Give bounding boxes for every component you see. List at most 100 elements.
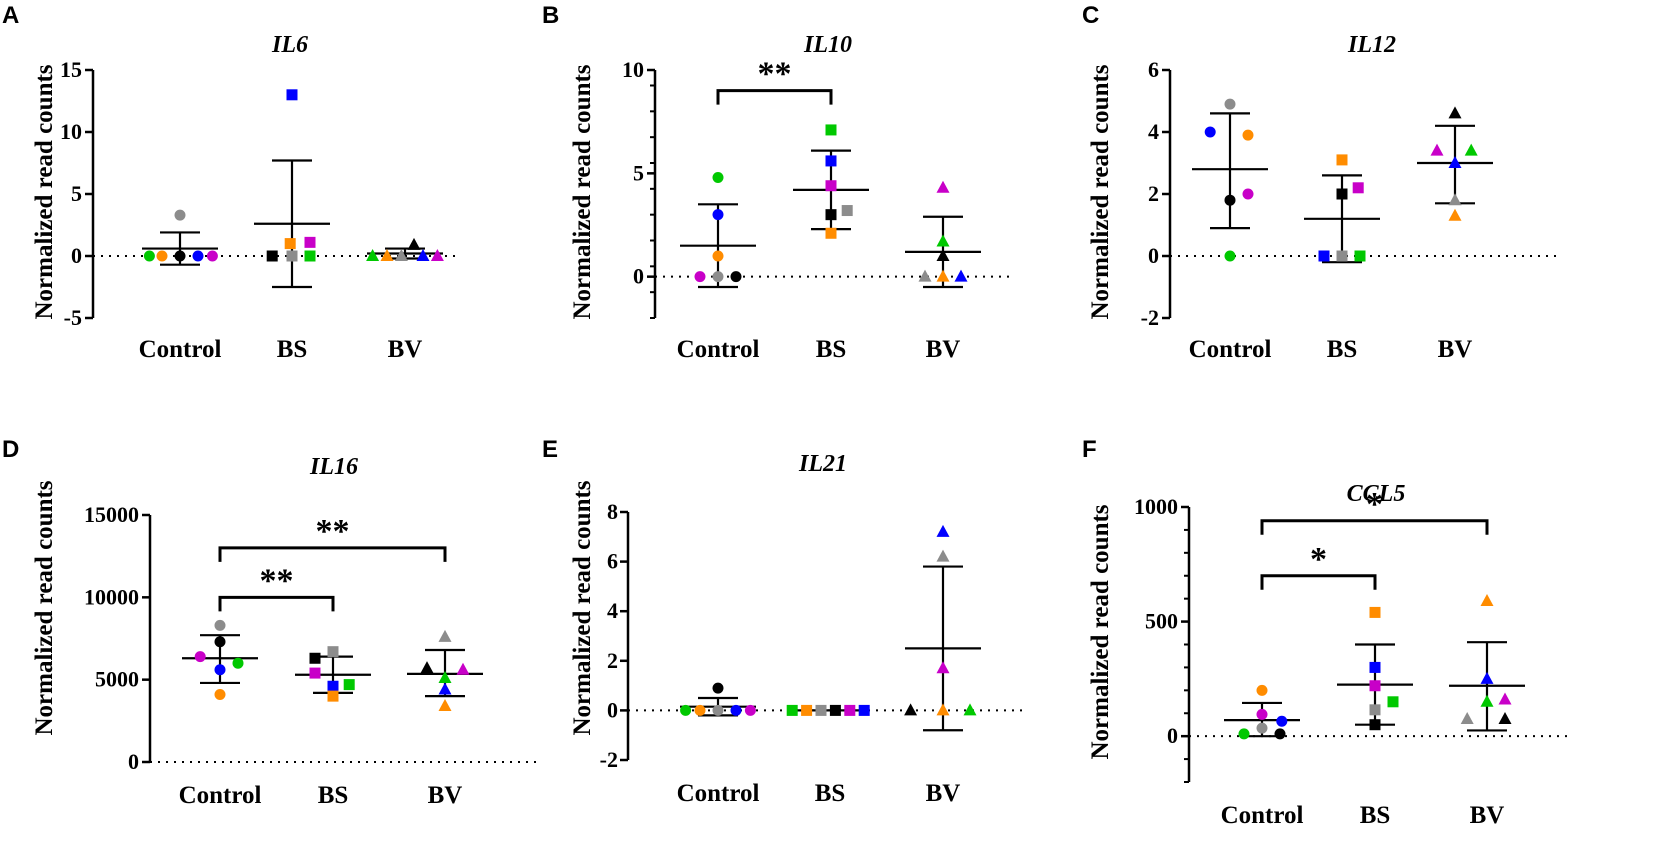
- x-category-label: Control: [677, 336, 760, 363]
- data-point-gray: [1448, 193, 1462, 206]
- significance-bracket: [218, 595, 335, 612]
- data-point-black: [825, 209, 837, 221]
- y-tick-label: 6: [1148, 57, 1159, 82]
- y-tick-label: 6: [607, 549, 618, 574]
- data-point-magenta: [309, 667, 321, 679]
- y-tick-label: 10000: [84, 584, 139, 609]
- y-axis-label: Normalized read counts: [569, 480, 596, 735]
- y-tick-label: 0: [71, 243, 82, 268]
- data-point-black: [1498, 711, 1512, 724]
- data-point-black: [266, 250, 278, 262]
- data-point-orange: [214, 688, 226, 700]
- data-point-green: [680, 704, 692, 716]
- data-point-black: [829, 704, 841, 716]
- panel-letter: B: [542, 2, 559, 29]
- x-category-label: BV: [428, 782, 463, 809]
- y-axis-label: Normalized read counts: [31, 480, 58, 735]
- data-point-gray: [1224, 98, 1236, 110]
- y-tick-label: 5: [71, 181, 82, 206]
- y-tick-label: -2: [1141, 305, 1159, 330]
- y-tick-label: 0: [128, 749, 139, 774]
- data-point-magenta: [936, 180, 950, 193]
- data-point-magenta: [430, 249, 444, 261]
- data-point-gray: [815, 704, 827, 716]
- data-point-green: [343, 679, 355, 691]
- x-category-label: BS: [318, 782, 349, 809]
- data-point-black: [174, 250, 186, 262]
- y-tick-label: 15000: [84, 502, 139, 527]
- significance-label: *: [1310, 541, 1327, 578]
- significance-bracket: [218, 546, 447, 562]
- data-point-blue: [438, 682, 452, 695]
- data-point-black: [420, 661, 434, 674]
- data-point-blue: [936, 524, 950, 537]
- data-point-blue: [1480, 671, 1494, 684]
- y-tick-label: 15: [60, 57, 82, 82]
- y-tick-label: 4: [607, 598, 618, 623]
- data-point-gray: [174, 209, 186, 221]
- data-point-green: [143, 250, 155, 262]
- data-point-blue: [1448, 156, 1462, 168]
- data-point-gray: [327, 646, 339, 658]
- data-point-gray: [438, 629, 452, 642]
- data-point-black: [214, 636, 226, 648]
- y-tick-label: 0: [1167, 723, 1178, 748]
- data-point-green: [786, 704, 798, 716]
- y-tick-label: 0: [607, 697, 618, 722]
- data-point-blue: [1318, 250, 1330, 262]
- data-point-orange: [1256, 684, 1268, 696]
- panel-e: E IL21 Normalized read counts-2 0 2 4 6 8 Contro…: [542, 436, 1028, 807]
- data-point-black: [712, 682, 724, 694]
- data-point-blue: [730, 704, 742, 716]
- y-tick-label: 2: [1148, 181, 1159, 206]
- data-point-magenta: [694, 271, 706, 283]
- data-point-green: [304, 250, 316, 262]
- x-category-label: Control: [677, 780, 760, 807]
- data-point-green: [366, 249, 380, 261]
- data-point-black: [309, 652, 321, 664]
- y-tick-label: 10: [60, 119, 82, 144]
- panel-title: CCL5: [1347, 481, 1406, 507]
- data-point-magenta: [1352, 182, 1364, 194]
- data-point-gray: [918, 269, 932, 282]
- data-point-magenta: [844, 704, 856, 716]
- data-point-black: [1448, 106, 1462, 119]
- data-point-green: [825, 124, 837, 136]
- significance-bracket: [1260, 574, 1377, 590]
- data-point-magenta: [744, 704, 756, 716]
- x-category-label: BV: [926, 780, 961, 807]
- data-point-orange: [156, 250, 168, 262]
- y-axis-label: Normalized read counts: [31, 64, 58, 319]
- panel-f: F CCL5 Normalized read counts 0 500 1000 Contr…: [1082, 436, 1570, 829]
- data-point-blue: [858, 704, 870, 716]
- data-point-gray: [936, 549, 950, 562]
- data-point-blue: [192, 250, 204, 262]
- panel-title: IL10: [803, 32, 852, 58]
- x-category-label: Control: [1221, 802, 1304, 829]
- data-point-blue: [825, 155, 837, 167]
- panel-c: C IL12 Normalized read counts -2 0 2 4 6 Control…: [1082, 2, 1557, 363]
- data-point-magenta: [825, 180, 837, 192]
- data-point-green: [936, 234, 950, 247]
- data-point-green: [1354, 250, 1366, 262]
- data-point-orange: [825, 227, 837, 239]
- data-point-green: [1387, 696, 1399, 708]
- data-point-black: [936, 249, 950, 261]
- data-point-black: [1274, 728, 1286, 740]
- data-point-gray: [841, 205, 853, 217]
- x-category-label: BS: [277, 336, 308, 363]
- data-point-magenta: [1430, 143, 1444, 156]
- x-category-label: BV: [388, 336, 423, 363]
- data-point-blue: [416, 249, 430, 261]
- data-point-gray: [286, 250, 298, 262]
- data-point-orange: [284, 238, 296, 250]
- data-point-orange: [694, 704, 706, 716]
- data-point-orange: [1480, 593, 1494, 606]
- data-point-gray: [1369, 704, 1381, 716]
- y-tick-label: 5: [633, 160, 644, 185]
- data-point-orange: [712, 250, 724, 262]
- data-point-orange: [1369, 606, 1381, 618]
- data-point-orange: [936, 269, 950, 282]
- x-category-label: BS: [815, 780, 846, 807]
- data-point-green: [232, 657, 244, 669]
